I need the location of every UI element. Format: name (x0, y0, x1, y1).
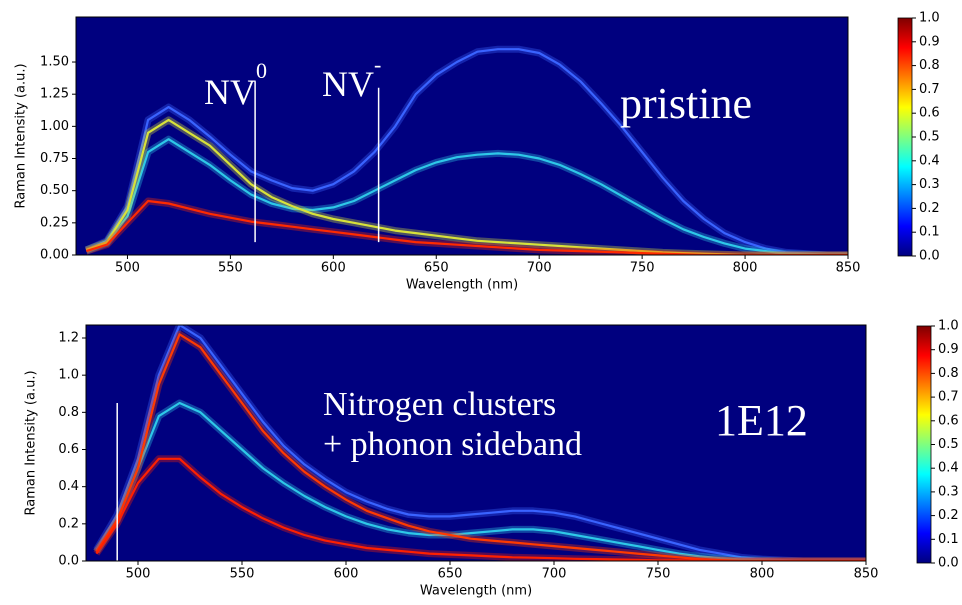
colorbar-tick-label: 0.2 (919, 201, 940, 216)
y-tick-label: 0.4 (58, 479, 79, 494)
x-tick-label: 500 (126, 567, 151, 582)
colorbar (916, 325, 932, 564)
colorbar-tick-label: 0.5 (938, 437, 959, 452)
colorbar-tick-label: 0.0 (938, 556, 959, 571)
x-tick-label: 550 (230, 567, 255, 582)
colorbar-tick-label: 0.1 (919, 225, 940, 240)
plot-area (86, 325, 866, 561)
y-tick-label: 0.8 (58, 405, 79, 420)
x-tick-label: 600 (321, 261, 346, 276)
colorbar-tick-label: 1.0 (919, 11, 940, 26)
y-tick-label: 0.75 (40, 151, 69, 166)
y-axis-label: Raman Intensity (a.u.) (14, 63, 29, 208)
colorbar-tick-label: 0.9 (919, 34, 940, 49)
annotation: + phonon sideband (323, 426, 582, 463)
colorbar-tick-label: 0.2 (938, 508, 959, 523)
plot-frame (75, 16, 849, 256)
x-tick-label: 800 (733, 261, 758, 276)
x-tick-label: 650 (438, 567, 463, 582)
colorbar-tick-label: 0.7 (919, 82, 940, 97)
annotation-sup: 0 (256, 58, 267, 83)
x-tick-label: 650 (424, 261, 449, 276)
y-tick-label: 0.00 (40, 248, 69, 263)
spectrum-line (95, 457, 866, 561)
annotation: NV (204, 72, 256, 112)
annotation: NV (322, 64, 374, 104)
y-tick-label: 1.00 (40, 119, 69, 134)
colorbar-tick-label: 0.4 (938, 461, 959, 476)
annotation: Nitrogen clusters (323, 386, 556, 423)
spectrum-line (95, 325, 866, 561)
spectrum-line (85, 199, 848, 255)
colorbar-tick-label: 0.5 (919, 130, 940, 145)
annotation: 1E12 (715, 396, 808, 445)
colorbar-tick-label: 0.9 (938, 342, 959, 357)
colorbar-tick-label: 0.0 (919, 249, 940, 264)
y-tick-label: 1.50 (40, 55, 69, 70)
x-tick-label: 700 (542, 567, 567, 582)
colorbar-tick-label: 0.3 (938, 484, 959, 499)
x-tick-label: 850 (836, 261, 861, 276)
y-tick-label: 0.6 (58, 442, 79, 457)
y-tick-label: 0.25 (40, 215, 69, 230)
colorbar-tick-label: 0.4 (919, 153, 940, 168)
y-tick-label: 1.25 (40, 87, 69, 102)
y-tick-label: 0.2 (58, 516, 79, 531)
y-axis-label: Raman Intensity (a.u.) (24, 370, 39, 515)
x-tick-label: 550 (218, 261, 243, 276)
y-tick-label: 1.0 (58, 368, 79, 383)
colorbar-tick-label: 0.8 (938, 366, 959, 381)
spectrum-line (85, 138, 848, 255)
y-tick-label: 0.0 (58, 554, 79, 569)
plot-area (76, 17, 848, 255)
colorbar-tick-label: 0.1 (938, 532, 959, 547)
spectrum-line (85, 48, 848, 255)
colorbar (897, 17, 913, 257)
plot-group (84, 45, 848, 255)
annotation-sup: - (374, 52, 381, 77)
annotation: pristine (620, 79, 752, 128)
x-tick-label: 850 (854, 567, 879, 582)
colorbar-tick-label: 1.0 (938, 319, 959, 334)
y-tick-label: 0.50 (40, 183, 69, 198)
colorbar-tick-label: 0.8 (919, 58, 940, 73)
x-tick-label: 600 (334, 567, 359, 582)
plot-frame (85, 324, 867, 562)
x-tick-label: 500 (115, 261, 140, 276)
x-tick-label: 800 (750, 567, 775, 582)
x-tick-label: 750 (646, 567, 671, 582)
y-tick-label: 1.2 (58, 331, 79, 346)
spectrum-line (95, 401, 866, 561)
colorbar-tick-label: 0.6 (938, 413, 959, 428)
colorbar-tick-label: 0.7 (938, 390, 959, 405)
colorbar-tick-label: 0.3 (919, 177, 940, 192)
x-tick-label: 750 (630, 261, 655, 276)
x-axis-label: Wavelength (nm) (420, 584, 532, 599)
x-axis-label: Wavelength (nm) (406, 278, 518, 293)
colorbar-tick-label: 0.6 (919, 106, 940, 121)
x-tick-label: 700 (527, 261, 552, 276)
